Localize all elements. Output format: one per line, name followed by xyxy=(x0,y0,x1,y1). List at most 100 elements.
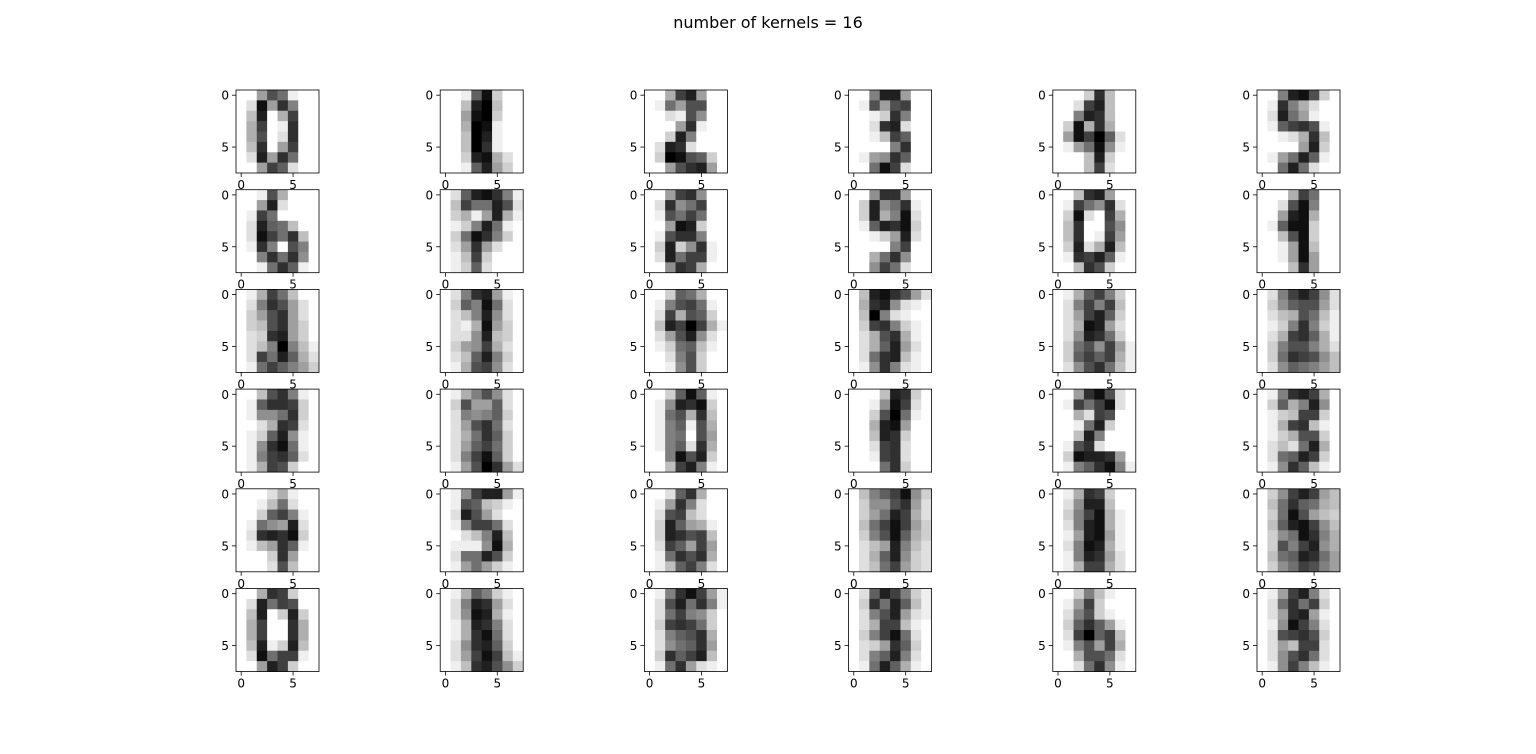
heatmap-cell xyxy=(246,561,258,573)
heatmap-cell xyxy=(654,330,666,342)
heatmap-cell xyxy=(502,262,514,274)
heatmap-cell xyxy=(512,461,524,473)
heatmap-cell xyxy=(675,588,687,600)
heatmap-cell xyxy=(1277,440,1289,452)
heatmap-cell xyxy=(1308,588,1320,600)
heatmap-cell xyxy=(869,461,881,473)
heatmap-cell xyxy=(1063,519,1074,531)
heatmap-cell xyxy=(879,420,891,431)
heatmap-cell xyxy=(1298,90,1310,101)
heatmap-cell xyxy=(1083,100,1095,112)
heatmap-cell xyxy=(1115,121,1126,132)
heatmap-cell xyxy=(1298,389,1310,400)
heatmap-cell xyxy=(1308,330,1320,342)
heatmap-cell xyxy=(665,330,676,342)
heatmap-cell xyxy=(1052,362,1064,373)
heatmap-cell xyxy=(644,389,656,400)
heatmap-cell xyxy=(246,461,258,473)
heatmap-cell xyxy=(1277,630,1289,641)
heatmap-cell xyxy=(1329,141,1341,153)
heatmap-cell xyxy=(910,100,922,112)
heatmap-cell xyxy=(277,141,289,153)
heatmap-cell xyxy=(1125,141,1137,153)
heatmap-cell xyxy=(1063,241,1074,253)
heatmap-cell xyxy=(910,451,922,463)
heatmap-cell xyxy=(1267,330,1279,342)
heatmap-cell xyxy=(1115,488,1126,500)
heatmap-cell xyxy=(287,440,299,452)
heatmap-cell xyxy=(644,289,656,301)
heatmap-cell xyxy=(287,461,299,473)
heatmap-cell xyxy=(869,299,881,311)
heatmap-cell xyxy=(1104,200,1116,211)
heatmap-cell xyxy=(512,220,524,232)
heatmap-cell xyxy=(1125,310,1137,321)
heatmap-cell xyxy=(1125,110,1137,122)
x-tick-label: 5 xyxy=(289,477,297,491)
heatmap-cell xyxy=(1083,200,1095,211)
heatmap-cell xyxy=(910,121,922,132)
heatmap-cell xyxy=(1288,141,1299,153)
heatmap-cell xyxy=(502,241,514,253)
heatmap-cell xyxy=(1063,530,1074,542)
heatmap-cell xyxy=(460,640,472,652)
heatmap-cell xyxy=(1308,162,1320,174)
heatmap-cell xyxy=(1104,90,1116,101)
panel-frame xyxy=(235,388,320,473)
heatmap-cell xyxy=(1308,121,1320,132)
heatmap-cell xyxy=(1277,488,1289,500)
heatmap-cell xyxy=(696,561,707,573)
heatmap-cell xyxy=(685,200,697,211)
y-tick-label: 5 xyxy=(221,240,229,254)
heatmap-cell xyxy=(308,241,320,253)
heatmap-cell xyxy=(1277,451,1289,463)
heatmap-cell xyxy=(869,640,881,652)
heatmap-cell xyxy=(910,530,922,542)
heatmap-cell xyxy=(1298,220,1310,232)
heatmap-cell xyxy=(900,420,912,431)
heatmap-cell xyxy=(1267,231,1279,242)
heatmap-cell xyxy=(1052,289,1064,301)
heatmap-cell xyxy=(890,231,901,242)
heatmap-cell xyxy=(450,131,462,143)
heatmap-cell xyxy=(1329,330,1341,342)
heatmap-cell xyxy=(267,100,278,112)
heatmap-cell xyxy=(675,540,687,552)
heatmap-cell xyxy=(879,330,891,342)
heatmap-cell xyxy=(1073,262,1085,274)
heatmap-cell xyxy=(869,488,881,500)
heatmap-cell xyxy=(308,200,320,211)
heatmap-cell xyxy=(1267,210,1279,222)
y-tick-label: 5 xyxy=(1242,340,1250,354)
heatmap-cell xyxy=(1308,241,1320,253)
heatmap-cell xyxy=(879,289,891,301)
heatmap-cell xyxy=(665,540,676,552)
x-tick-label: 0 xyxy=(646,477,654,491)
heatmap-cell xyxy=(685,189,697,201)
heatmap-cell xyxy=(502,609,514,620)
heatmap-cell xyxy=(277,451,289,463)
heatmap-cell xyxy=(717,420,728,431)
heatmap-cell xyxy=(502,519,514,531)
heatmap-cell xyxy=(900,640,912,652)
kernel-panel: 050 5 xyxy=(221,388,320,491)
heatmap-cell xyxy=(481,310,493,321)
heatmap-cell xyxy=(287,289,299,301)
heatmap-cell xyxy=(267,262,278,274)
heatmap-cell xyxy=(675,299,687,311)
heatmap-cell xyxy=(512,551,524,562)
heatmap-cell xyxy=(1052,509,1064,521)
heatmap-cell xyxy=(1052,540,1064,552)
heatmap-cell xyxy=(1073,251,1085,263)
heatmap-cell xyxy=(675,110,687,122)
heatmap-cell xyxy=(1319,661,1330,672)
heatmap-cell xyxy=(717,561,728,573)
heatmap-cell xyxy=(450,162,462,174)
heatmap-cell xyxy=(1298,241,1310,253)
heatmap-cell xyxy=(492,210,503,222)
heatmap-cell xyxy=(1094,189,1106,201)
heatmap-cell xyxy=(685,262,697,274)
heatmap-cell xyxy=(450,598,462,610)
heatmap-cell xyxy=(1125,430,1137,442)
heatmap-cell xyxy=(869,351,881,363)
